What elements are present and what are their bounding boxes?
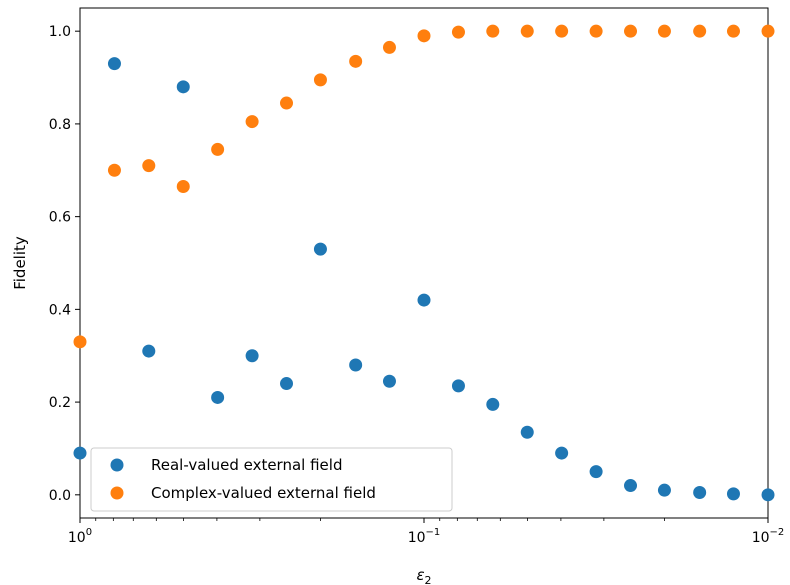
data-point-series-1 (624, 479, 638, 493)
legend-marker (110, 458, 124, 472)
data-point-series-2 (417, 29, 431, 43)
data-point-series-2 (520, 24, 534, 38)
data-point-series-2 (657, 24, 671, 38)
data-point-series-1 (176, 80, 190, 94)
data-point-series-2 (176, 180, 190, 193)
data-point-series-2 (107, 163, 121, 177)
data-point-series-1 (280, 377, 294, 391)
data-point-series-2 (451, 25, 465, 39)
y-axis-title: Fidelity (11, 236, 29, 290)
data-point-series-2 (313, 73, 327, 87)
legend: Real-valued external field Complex-valued… (90, 447, 453, 512)
legend-marker (110, 486, 124, 500)
data-point-series-1 (107, 57, 121, 71)
y-tick-label: 1.0 (49, 24, 71, 40)
x-tick-label-exponent: −2 (770, 527, 785, 538)
x-axis: 100 10−1 10−2 (68, 518, 784, 546)
data-points (73, 24, 775, 502)
y-tick-label: 0.6 (49, 210, 71, 226)
data-point-series-1 (245, 349, 259, 363)
data-point-series-1 (451, 379, 465, 393)
data-point-series-1 (211, 390, 225, 404)
data-point-series-2 (349, 54, 363, 68)
data-point-series-2 (761, 24, 775, 38)
data-point-series-2 (693, 24, 707, 38)
x-axis-title-base: ε (416, 566, 424, 584)
x-tick-label: 100 (68, 527, 92, 546)
data-point-series-2 (589, 24, 603, 38)
x-tick-label-exponent: −1 (426, 527, 441, 538)
x-axis-title-subscript: 2 (425, 574, 432, 585)
data-point-series-1 (693, 486, 707, 499)
data-point-series-1 (555, 446, 569, 460)
x-tick-label-base: 10 (68, 530, 86, 546)
x-tick-label: 10−2 (752, 527, 785, 546)
y-tick-label: 0.2 (49, 395, 71, 411)
data-point-series-1 (589, 465, 603, 479)
data-point-series-1 (486, 397, 500, 411)
data-point-series-1 (73, 446, 87, 460)
y-tick-label: 0.4 (49, 302, 71, 318)
data-point-series-2 (555, 24, 569, 38)
data-point-series-2 (142, 159, 156, 173)
legend-box (90, 447, 453, 512)
data-point-series-1 (417, 293, 431, 307)
data-point-series-1 (142, 344, 156, 358)
legend-label: Real-valued external field (151, 456, 342, 474)
data-point-series-2 (624, 24, 638, 38)
data-point-series-2 (245, 115, 259, 129)
data-point-series-1 (726, 487, 740, 501)
legend-label: Complex-valued external field (151, 484, 376, 502)
data-point-series-2 (382, 40, 396, 54)
x-tick-label: 10−1 (408, 527, 441, 546)
x-axis-title: ε2 (416, 566, 431, 585)
x-tick-label-base: 10 (408, 530, 426, 546)
x-tick-label-base: 10 (752, 530, 770, 546)
data-point-series-1 (349, 358, 363, 372)
y-axis: 0.0 0.2 0.4 0.6 0.8 1.0 (49, 24, 80, 504)
data-point-series-2 (726, 24, 740, 38)
data-point-series-2 (280, 96, 294, 110)
data-point-series-2 (486, 24, 500, 38)
data-point-series-1 (382, 374, 396, 388)
data-point-series-2 (73, 335, 87, 349)
plot-area (73, 7, 775, 519)
data-point-series-1 (313, 242, 327, 256)
y-tick-label: 0.0 (49, 488, 71, 504)
data-point-series-2 (211, 142, 225, 156)
data-point-series-1 (520, 425, 534, 439)
x-tick-label-exponent: 0 (86, 527, 92, 538)
y-tick-label: 0.8 (49, 117, 71, 133)
data-point-series-1 (657, 483, 671, 497)
data-point-series-1 (761, 488, 775, 502)
